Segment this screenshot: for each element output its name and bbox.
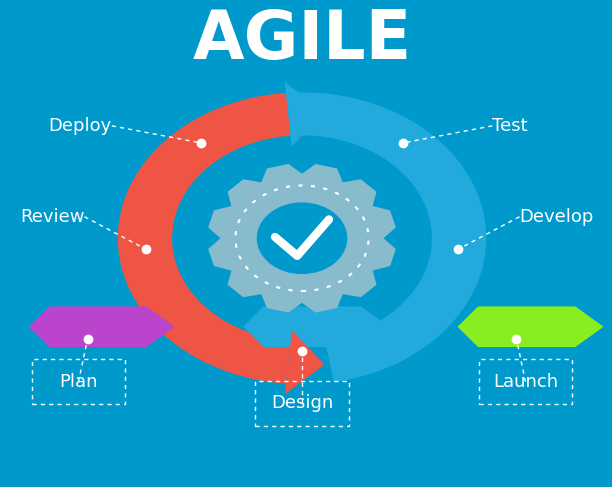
Text: Launch: Launch	[493, 373, 558, 391]
Polygon shape	[286, 93, 487, 382]
Text: Develop: Develop	[520, 208, 594, 225]
Polygon shape	[29, 306, 174, 347]
Polygon shape	[118, 93, 291, 384]
Text: Deploy: Deploy	[48, 117, 112, 135]
Text: Review: Review	[20, 208, 84, 225]
Text: Test: Test	[492, 117, 528, 135]
Polygon shape	[285, 82, 324, 147]
Polygon shape	[243, 306, 389, 347]
Text: Plan: Plan	[59, 373, 98, 391]
Text: AGILE: AGILE	[192, 7, 412, 73]
Polygon shape	[285, 330, 324, 394]
Polygon shape	[458, 306, 603, 347]
Circle shape	[256, 203, 348, 274]
Polygon shape	[208, 164, 396, 313]
Text: Design: Design	[271, 394, 333, 412]
